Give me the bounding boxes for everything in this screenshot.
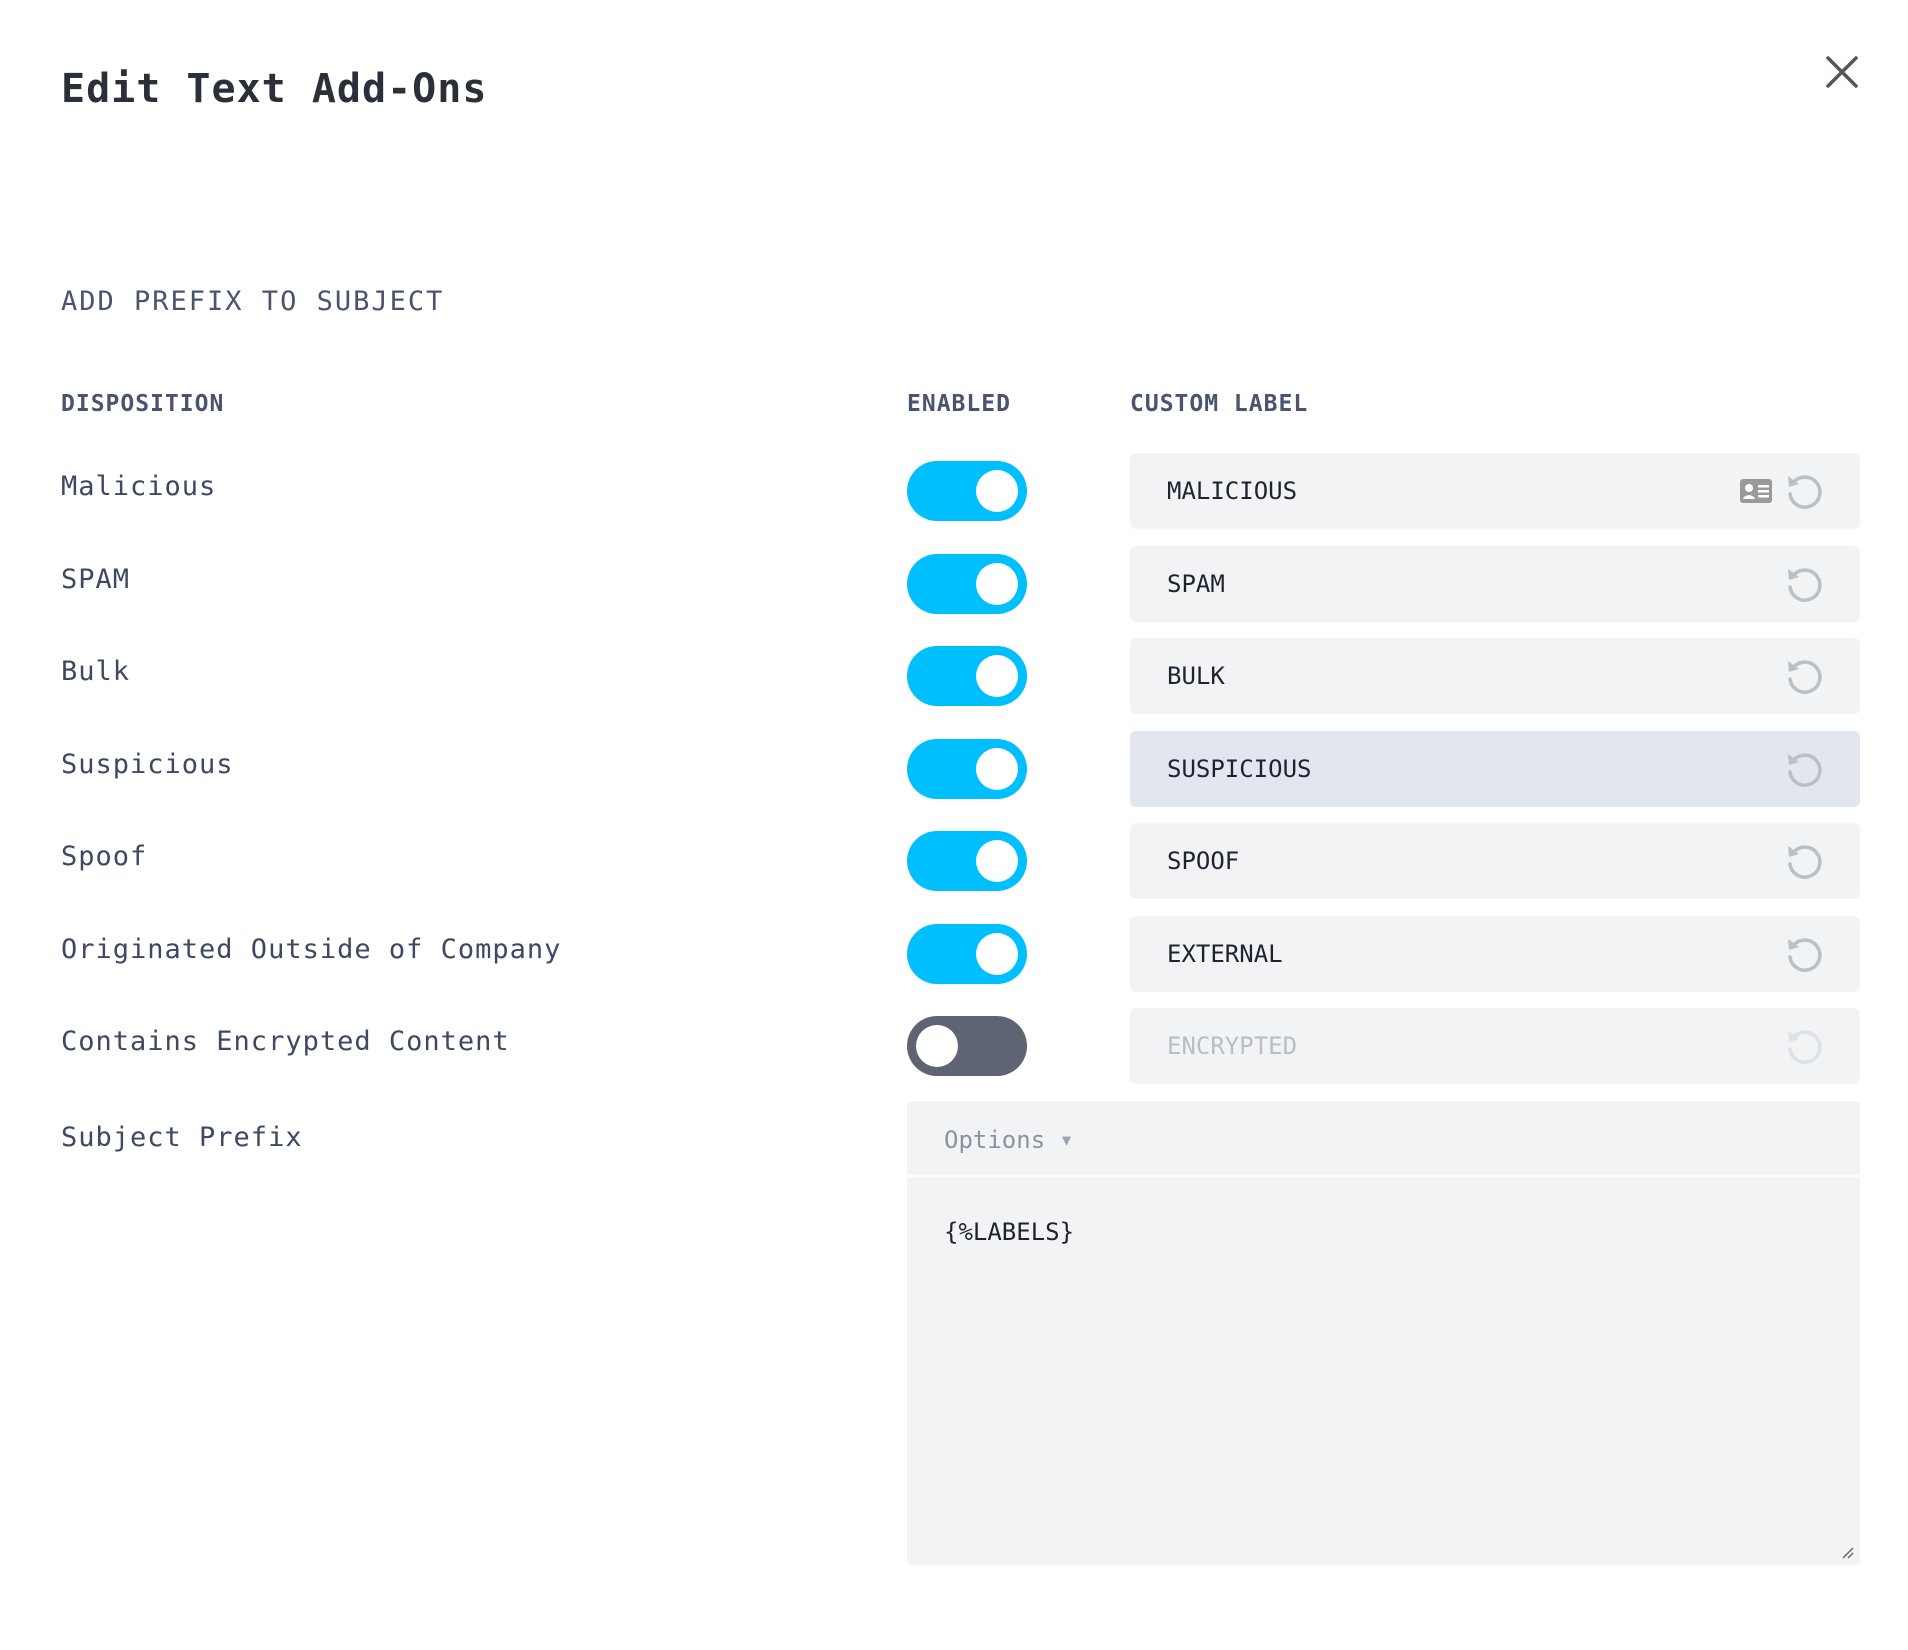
disposition-row: SPAM SPAM — [0, 545, 1908, 622]
reset-icon[interactable] — [1783, 934, 1825, 976]
reset-icon[interactable] — [1783, 841, 1825, 883]
section-title: ADD PREFIX TO SUBJECT — [61, 286, 445, 317]
custom-label-field[interactable]: EXTERNAL — [1130, 915, 1860, 992]
disposition-label: Bulk — [61, 656, 131, 687]
custom-label-value: SPAM — [1167, 569, 1225, 598]
custom-label-value: MALICIOUS — [1167, 477, 1298, 505]
enabled-toggle[interactable] — [907, 831, 1027, 891]
enabled-toggle[interactable] — [907, 461, 1027, 521]
reset-icon[interactable] — [1783, 564, 1825, 606]
reset-icon[interactable] — [1783, 749, 1825, 791]
disposition-row: Bulk BULK — [0, 638, 1908, 714]
reset-icon[interactable] — [1783, 656, 1825, 698]
custom-label-field[interactable]: SPOOF — [1130, 823, 1860, 899]
disposition-row: Originated Outside of Company EXTERNAL — [0, 915, 1908, 992]
custom-label-field[interactable]: MALICIOUS — [1130, 453, 1860, 529]
disposition-label: Malicious — [61, 471, 217, 502]
custom-label-field[interactable]: BULK — [1130, 638, 1860, 714]
column-header-disposition: DISPOSITION — [61, 391, 225, 417]
custom-label-field[interactable]: SPAM — [1130, 545, 1860, 622]
toggle-knob — [976, 470, 1018, 512]
custom-label-value: SPOOF — [1167, 847, 1240, 875]
toggle-knob — [976, 747, 1018, 790]
disposition-row: Spoof SPOOF — [0, 823, 1908, 899]
subject-prefix-textarea[interactable]: {%LABELS} — [944, 1218, 1075, 1246]
dialog-title: Edit Text Add-Ons — [61, 66, 488, 112]
disposition-label: SPAM — [61, 563, 131, 595]
toggle-knob — [976, 562, 1018, 605]
options-label: Options — [944, 1126, 1046, 1154]
toggle-knob — [976, 655, 1018, 697]
disposition-label: Originated Outside of Company — [61, 933, 562, 965]
custom-label-value: SUSPICIOUS — [1167, 754, 1312, 783]
enabled-toggle[interactable] — [907, 1016, 1027, 1076]
resize-grip-icon[interactable] — [1840, 1545, 1854, 1559]
disposition-label: Suspicious — [61, 748, 234, 780]
enabled-toggle[interactable] — [907, 553, 1027, 614]
disposition-row: Suspicious SUSPICIOUS — [0, 730, 1908, 807]
custom-label-value: BULK — [1167, 662, 1225, 690]
contact-card-icon[interactable] — [1739, 478, 1773, 504]
subject-prefix-editor: Options ▼ {%LABELS} — [907, 1101, 1860, 1565]
enabled-toggle[interactable] — [907, 738, 1027, 799]
custom-label-field[interactable]: SUSPICIOUS — [1130, 730, 1860, 807]
enabled-toggle[interactable] — [907, 646, 1027, 706]
column-header-custom-label: CUSTOM LABEL — [1130, 391, 1309, 417]
toggle-knob — [976, 840, 1018, 882]
caret-down-icon: ▼ — [1062, 1131, 1072, 1149]
subject-prefix-label: Subject Prefix — [61, 1122, 303, 1153]
disposition-label: Spoof — [61, 841, 148, 872]
reset-icon[interactable] — [1783, 471, 1825, 513]
disposition-row: Malicious MALICIOUS — [0, 453, 1908, 529]
custom-label-value: ENCRYPTED — [1167, 1032, 1298, 1060]
column-header-enabled: ENABLED — [907, 391, 1011, 417]
close-icon[interactable] — [1824, 54, 1860, 90]
toggle-knob — [916, 1025, 958, 1067]
toggle-knob — [976, 932, 1018, 975]
reset-icon[interactable] — [1783, 1026, 1825, 1068]
disposition-row: Contains Encrypted Content ENCRYPTED — [0, 1008, 1908, 1084]
options-dropdown[interactable]: Options ▼ — [907, 1101, 1860, 1177]
custom-label-field[interactable]: ENCRYPTED — [1130, 1008, 1860, 1084]
disposition-label: Contains Encrypted Content — [61, 1026, 510, 1057]
custom-label-value: EXTERNAL — [1167, 939, 1283, 968]
enabled-toggle[interactable] — [907, 923, 1027, 984]
